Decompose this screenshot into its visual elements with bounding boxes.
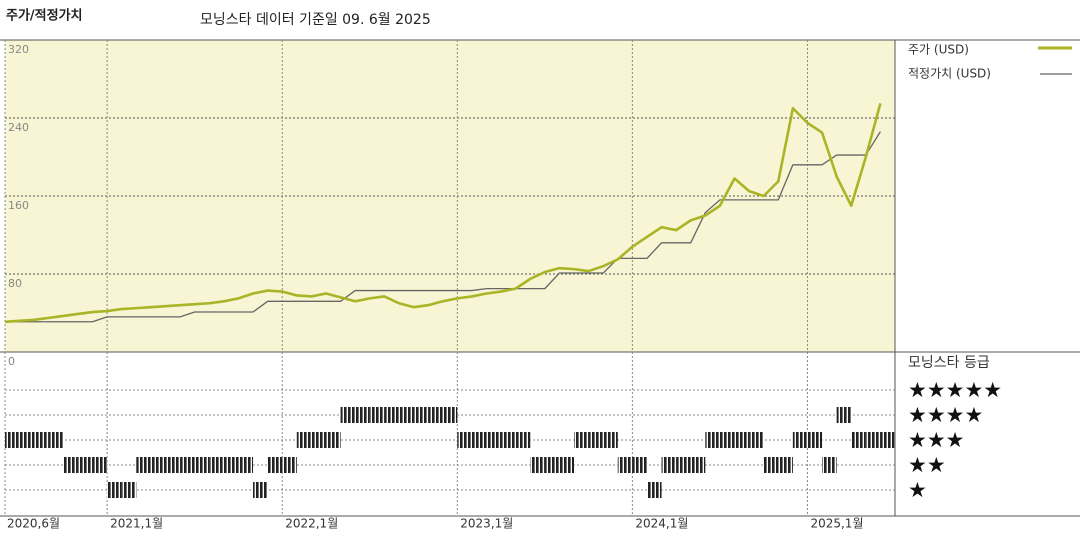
rating-bar xyxy=(486,432,502,448)
rating-bar xyxy=(792,432,808,448)
rating-bar xyxy=(34,432,49,448)
rating-bar xyxy=(778,457,793,473)
rating-bar xyxy=(632,457,647,473)
x-tick-label: 2023,1월 xyxy=(460,517,513,531)
rating-bar xyxy=(646,482,662,498)
rating-bar xyxy=(369,407,385,423)
rating-bar xyxy=(121,482,137,498)
rating-bar xyxy=(530,457,545,473)
x-tick-label: 2025,1월 xyxy=(810,517,863,531)
rating-bar xyxy=(223,457,239,473)
rating-bar xyxy=(267,457,283,473)
y-tick-label: 0 xyxy=(8,355,15,368)
rating-bar xyxy=(865,432,881,448)
rating-level: ★★★★★ xyxy=(908,378,1002,402)
rating-bar xyxy=(296,432,312,448)
rating-bar xyxy=(282,457,297,473)
legend-label: 주가 (USD) xyxy=(908,43,969,57)
rating-title: 모닝스타 등급 xyxy=(908,355,990,371)
x-tick-label: 2024,1월 xyxy=(635,517,688,531)
legend-label: 적정가치 (USD) xyxy=(908,67,991,81)
rating-bar xyxy=(661,457,677,473)
rating-bar xyxy=(107,482,122,498)
rating-bar xyxy=(690,457,706,473)
rating-bar xyxy=(150,457,166,473)
rating-bar xyxy=(457,432,472,448)
rating-bar xyxy=(719,432,735,448)
rating-level: ★★★★ xyxy=(908,403,983,427)
rating-bar xyxy=(880,432,895,448)
y-tick-label: 160 xyxy=(8,199,29,212)
rating-bar xyxy=(428,407,443,423)
rating-bar xyxy=(763,457,779,473)
y-tick-label: 240 xyxy=(8,121,29,134)
rating-level: ★ xyxy=(908,478,927,502)
rating-bar xyxy=(836,407,852,423)
rating-level: ★★★ xyxy=(908,428,964,452)
series-line xyxy=(5,131,881,323)
rating-bar xyxy=(574,432,589,448)
rating-bar xyxy=(238,457,254,473)
rating-bar xyxy=(48,432,64,448)
rating-bar xyxy=(442,407,458,423)
rating-bar xyxy=(165,457,181,473)
rating-bar xyxy=(603,432,618,448)
rating-bar xyxy=(501,432,516,448)
rating-bar xyxy=(705,432,720,448)
rating-bar xyxy=(617,457,633,473)
rating-bar xyxy=(77,457,93,473)
chart-title: 주가/적정가치 xyxy=(6,8,83,24)
rating-bar xyxy=(398,407,414,423)
rating-bar xyxy=(209,457,224,473)
rating-bar xyxy=(5,432,20,448)
rating-bar xyxy=(734,432,750,448)
rating-bar xyxy=(340,407,356,423)
rating-bar xyxy=(588,432,604,448)
rating-bar xyxy=(180,457,195,473)
x-tick-label: 2021,1월 xyxy=(110,517,163,531)
rating-bar xyxy=(471,432,487,448)
rating-bar xyxy=(384,407,399,423)
rating-level: ★★ xyxy=(908,453,946,477)
rating-bar xyxy=(413,407,429,423)
rating-bar xyxy=(559,457,575,473)
rating-bar xyxy=(851,432,866,448)
rating-bar xyxy=(92,457,108,473)
rating-bar xyxy=(194,457,210,473)
x-tick-label: 2022,1월 xyxy=(285,517,338,531)
rating-bar xyxy=(822,457,837,473)
rating-bar xyxy=(19,432,35,448)
rating-bar xyxy=(676,457,691,473)
rating-bar xyxy=(544,457,560,473)
rating-bar xyxy=(311,432,326,448)
series-line xyxy=(4,103,882,324)
rating-bar xyxy=(515,432,531,448)
rating-bar xyxy=(355,407,370,423)
y-tick-label: 80 xyxy=(8,277,22,290)
chart-subtitle: 모닝스타 데이터 기준일 09. 6월 2025 xyxy=(200,12,431,28)
y-tick-label: 320 xyxy=(8,43,29,56)
rating-bar xyxy=(749,432,764,448)
rating-bar xyxy=(325,432,341,448)
x-tick-label: 2020,6월 xyxy=(7,517,60,531)
rating-bar xyxy=(253,482,268,498)
rating-bar xyxy=(136,457,151,473)
rating-bar xyxy=(807,432,823,448)
rating-bar xyxy=(63,457,78,473)
